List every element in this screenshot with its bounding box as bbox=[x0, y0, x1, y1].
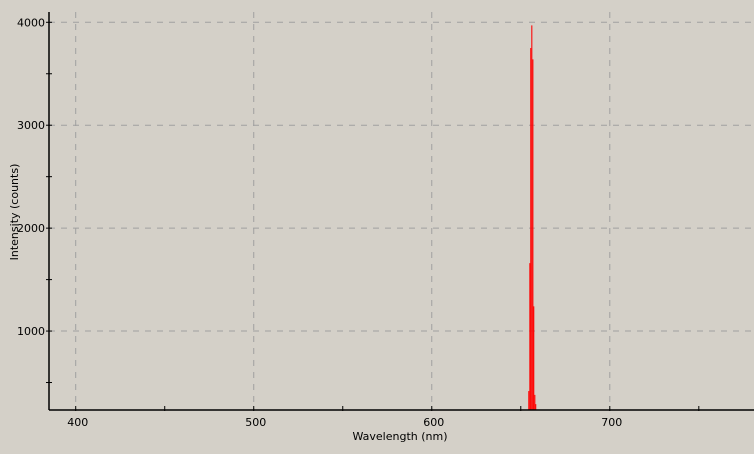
y-tick-label: 1000 bbox=[17, 325, 45, 338]
grid bbox=[49, 12, 754, 410]
data-bar bbox=[532, 59, 534, 411]
x-tick-label: 600 bbox=[423, 416, 444, 429]
data-bar bbox=[530, 48, 532, 410]
y-tick-label: 2000 bbox=[17, 222, 45, 235]
x-tick-label: 500 bbox=[245, 416, 266, 429]
y-tick-label: 4000 bbox=[17, 16, 45, 29]
data-bar bbox=[533, 306, 535, 410]
data-bar bbox=[534, 394, 536, 410]
y-tick-label: 3000 bbox=[17, 119, 45, 132]
data-bar bbox=[528, 391, 530, 410]
x-axis-label: Wavelength (nm) bbox=[352, 430, 447, 443]
x-tick-label: 400 bbox=[67, 416, 88, 429]
ticks: 400 500 600 700 1000 2000 3000 4000 bbox=[17, 16, 700, 429]
data-bar bbox=[535, 404, 537, 410]
data-bar bbox=[529, 263, 531, 410]
data-bar bbox=[531, 25, 533, 410]
series-bars bbox=[528, 25, 537, 411]
axes bbox=[48, 12, 754, 411]
x-tick-label: 700 bbox=[601, 416, 622, 429]
y-axis-label: Intensity (counts) bbox=[8, 164, 21, 261]
